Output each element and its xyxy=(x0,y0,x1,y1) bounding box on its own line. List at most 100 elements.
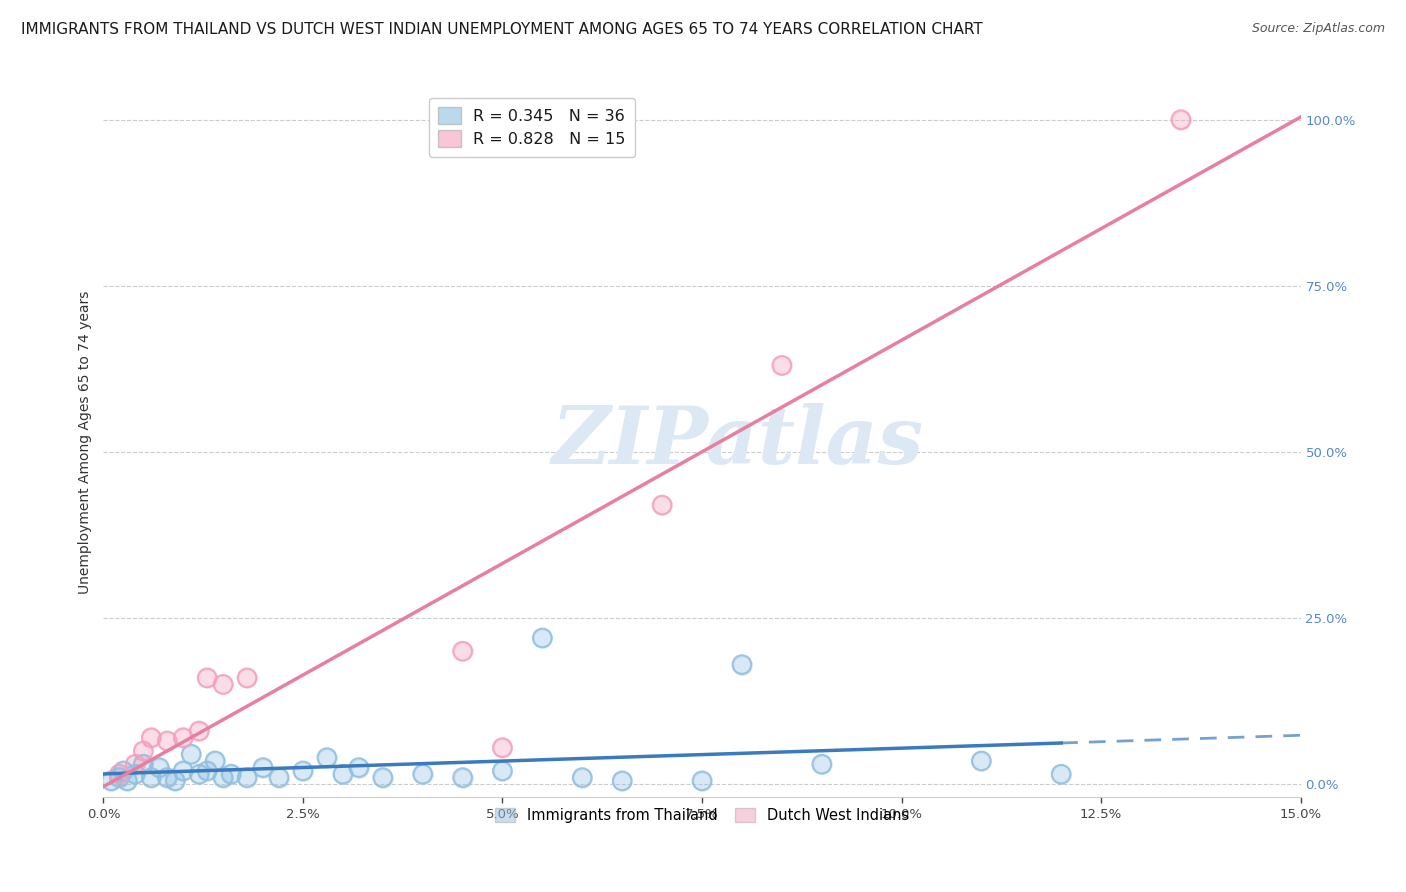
Point xyxy=(810,757,832,772)
Point xyxy=(100,773,122,788)
Point xyxy=(141,731,163,745)
Point xyxy=(180,747,202,762)
Point xyxy=(132,757,155,772)
Point xyxy=(156,734,179,748)
Point xyxy=(172,764,194,778)
Point xyxy=(124,767,146,781)
Point xyxy=(412,767,434,781)
Point xyxy=(531,631,554,645)
Point xyxy=(236,671,259,685)
Point xyxy=(108,767,131,781)
Point xyxy=(195,764,218,778)
Point xyxy=(690,773,713,788)
Point xyxy=(165,773,187,788)
Point xyxy=(188,724,211,739)
Point xyxy=(291,764,314,778)
Point xyxy=(112,764,135,778)
Point xyxy=(371,771,394,785)
Point xyxy=(195,671,218,685)
Point xyxy=(347,760,370,774)
Point xyxy=(236,771,259,785)
Point xyxy=(219,767,242,781)
Point xyxy=(491,764,513,778)
Point xyxy=(188,767,211,781)
Point xyxy=(100,773,122,788)
Point xyxy=(132,744,155,758)
Point xyxy=(451,644,474,658)
Point xyxy=(219,767,242,781)
Point xyxy=(451,644,474,658)
Point xyxy=(612,773,634,788)
Point xyxy=(108,767,131,781)
Point xyxy=(188,724,211,739)
Point xyxy=(236,771,259,785)
Point xyxy=(315,750,337,764)
Point xyxy=(156,734,179,748)
Point xyxy=(212,771,235,785)
Point xyxy=(108,771,131,785)
Point xyxy=(491,764,513,778)
Point xyxy=(212,771,235,785)
Point xyxy=(117,773,139,788)
Legend: Immigrants from Thailand, Dutch West Indians: Immigrants from Thailand, Dutch West Ind… xyxy=(489,803,915,830)
Text: IMMIGRANTS FROM THAILAND VS DUTCH WEST INDIAN UNEMPLOYMENT AMONG AGES 65 TO 74 Y: IMMIGRANTS FROM THAILAND VS DUTCH WEST I… xyxy=(21,22,983,37)
Point xyxy=(651,498,673,512)
Point xyxy=(172,764,194,778)
Point xyxy=(156,771,179,785)
Point xyxy=(347,760,370,774)
Point xyxy=(267,771,290,785)
Point xyxy=(156,771,179,785)
Point xyxy=(690,773,713,788)
Point xyxy=(1170,112,1192,127)
Point xyxy=(731,657,754,672)
Point xyxy=(1050,767,1073,781)
Point xyxy=(108,771,131,785)
Point xyxy=(970,754,993,768)
Point xyxy=(770,359,793,373)
Point xyxy=(204,754,226,768)
Point xyxy=(195,671,218,685)
Point xyxy=(252,760,274,774)
Point xyxy=(451,771,474,785)
Point xyxy=(141,771,163,785)
Point xyxy=(117,773,139,788)
Point xyxy=(124,757,146,772)
Point xyxy=(291,764,314,778)
Point xyxy=(267,771,290,785)
Point xyxy=(731,657,754,672)
Point xyxy=(332,767,354,781)
Point xyxy=(204,754,226,768)
Point xyxy=(188,767,211,781)
Point xyxy=(124,767,146,781)
Point xyxy=(571,771,593,785)
Point xyxy=(124,757,146,772)
Point xyxy=(612,773,634,788)
Point xyxy=(451,771,474,785)
Point xyxy=(172,731,194,745)
Point xyxy=(315,750,337,764)
Point xyxy=(180,747,202,762)
Point xyxy=(195,764,218,778)
Point xyxy=(141,771,163,785)
Point xyxy=(371,771,394,785)
Point xyxy=(332,767,354,781)
Point xyxy=(236,671,259,685)
Point xyxy=(165,773,187,788)
Point xyxy=(212,677,235,691)
Point xyxy=(141,731,163,745)
Point xyxy=(970,754,993,768)
Point xyxy=(412,767,434,781)
Point xyxy=(132,757,155,772)
Point xyxy=(770,359,793,373)
Point xyxy=(1170,112,1192,127)
Point xyxy=(491,740,513,755)
Text: ZIPatlas: ZIPatlas xyxy=(551,403,924,481)
Point xyxy=(1050,767,1073,781)
Point xyxy=(112,764,135,778)
Point xyxy=(252,760,274,774)
Point xyxy=(212,677,235,691)
Point xyxy=(132,744,155,758)
Point xyxy=(651,498,673,512)
Point xyxy=(810,757,832,772)
Point xyxy=(172,731,194,745)
